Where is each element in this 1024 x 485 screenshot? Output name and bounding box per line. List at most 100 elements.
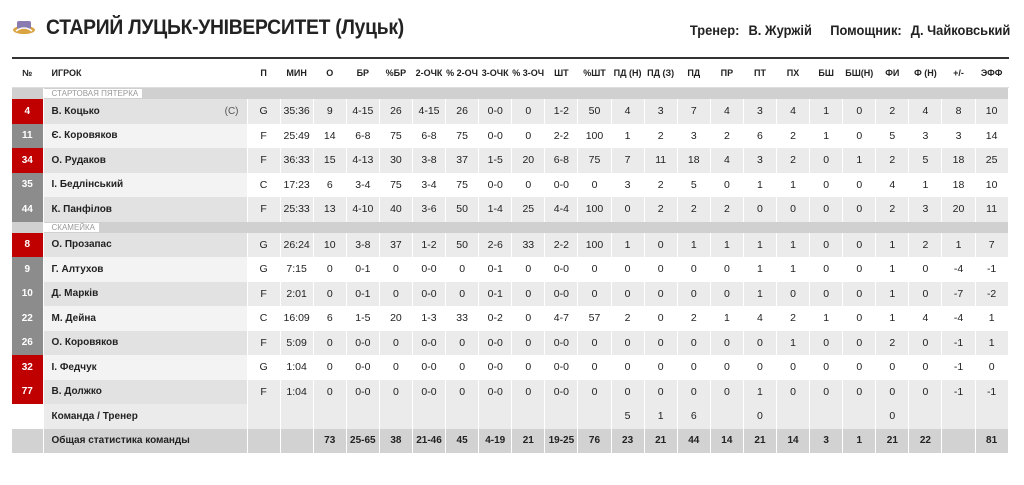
player-name[interactable]: М. Дейна: [51, 312, 96, 324]
player-name[interactable]: О. Коровяков: [51, 337, 119, 349]
player-name[interactable]: К. Панфілов: [51, 203, 112, 215]
stat-cell: 1: [842, 428, 877, 453]
stat-cell: 1:04: [280, 355, 314, 380]
stat-cell: 0: [809, 197, 844, 222]
player-name[interactable]: В. Должко: [51, 386, 102, 398]
column-header[interactable]: О: [313, 57, 347, 88]
player-name[interactable]: О. Рудаков: [51, 154, 106, 166]
column-header[interactable]: МИН: [280, 57, 314, 88]
stat-cell: 0: [710, 172, 744, 197]
stat-cell: 0: [809, 172, 844, 197]
player-row[interactable]: 22 М. Дейна C 16:09 6 1-5 20 1-3 33 0-2 0 4-7 57 2 0 2 1…: [12, 306, 1009, 331]
column-header[interactable]: %ШТ: [577, 57, 612, 88]
column-header[interactable]: Ф (Н): [908, 57, 943, 88]
player-name[interactable]: В. Коцько: [51, 105, 100, 117]
stat-cell: 25:49: [280, 123, 314, 148]
player-name[interactable]: І. Бедлінський: [51, 179, 124, 191]
stat-cell: 11: [644, 148, 678, 173]
column-header[interactable]: ПР: [710, 57, 744, 88]
player-row[interactable]: 9 Г. Алтухов G 7:15 0 0-1 0 0-0 0 0-1 0 0-0 0 0 0 0 0 1 1 0…: [12, 257, 1009, 282]
column-header[interactable]: ПТ: [743, 57, 778, 88]
column-header[interactable]: БШ(Н): [842, 57, 877, 88]
column-header[interactable]: БР: [346, 57, 380, 88]
stat-cell: 0-0: [412, 355, 447, 380]
player-name[interactable]: О. Прозапас: [51, 239, 112, 251]
stat-cell: 20: [379, 306, 413, 331]
player-row[interactable]: 35 І. Бедлінський C 17:23 6 3-4 75 3-4 75 0-0 0 0-0…: [12, 172, 1009, 197]
stat-cell: 50: [445, 197, 480, 222]
column-header[interactable]: %БР: [379, 57, 413, 88]
stat-cell: 1: [809, 99, 844, 124]
column-header[interactable]: ФИ: [875, 57, 910, 88]
player-row[interactable]: 77 В. Должко F 1:04 0 0-0 0 0-0 0 0-0 0 0-0 0 0 0 0 0 1 0 0…: [12, 379, 1009, 404]
stat-cell: 4: [710, 99, 744, 124]
stat-cell: 3: [644, 99, 678, 124]
column-header[interactable]: П: [247, 57, 281, 88]
column-header[interactable]: +/-: [941, 57, 976, 88]
player-row[interactable]: 8 О. Прозапас G 26:24 10 3-8 37 1-2 50 2-6 33 2-2 10…: [12, 232, 1009, 257]
stat-cell: 4-10: [346, 197, 380, 222]
player-name[interactable]: І. Федчук: [51, 361, 97, 373]
player-name[interactable]: Є. Коровяков: [51, 130, 118, 142]
column-header[interactable]: №: [12, 57, 44, 88]
stat-cell: 0: [611, 330, 645, 355]
player-row[interactable]: 32 І. Федчук G 1:04 0 0-0 0 0-0 0 0-0 0 0-0 0 0 0 0 0 0 0 0…: [12, 355, 1009, 380]
player-name-cell: Д. Марків: [43, 281, 248, 306]
column-header[interactable]: % 3-ОЧК: [511, 57, 546, 88]
stat-cell: 3-8: [412, 148, 447, 173]
column-header[interactable]: ПД (З): [644, 57, 678, 88]
player-row[interactable]: 26 О. Коровяков F 5:09 0 0-0 0 0-0 0 0-0 0 0-0 0 0 0 0 0…: [12, 330, 1009, 355]
stat-cell: 0: [677, 330, 711, 355]
player-name-cell: Є. Коровяков: [43, 123, 248, 148]
stat-cell: 1: [743, 172, 778, 197]
stat-cell: 22: [908, 428, 943, 453]
stat-cell: [247, 428, 281, 453]
column-header[interactable]: ПД: [677, 57, 711, 88]
column-header[interactable]: 2-ОЧК: [412, 57, 447, 88]
stat-cell: 21: [511, 428, 546, 453]
stat-cell: 0: [313, 379, 347, 404]
stat-cell: [445, 404, 480, 429]
column-header[interactable]: ШТ: [544, 57, 579, 88]
stat-cell: 3-8: [346, 232, 380, 257]
stat-cell: 10: [975, 99, 1009, 124]
stat-cell: 3: [908, 123, 943, 148]
player-row[interactable]: 10 Д. Марків F 2:01 0 0-1 0 0-0 0 0-1 0 0-0 0 0 0 0 0 1 0 0…: [12, 281, 1009, 306]
section-label: СКАМЕЙКА: [43, 222, 100, 232]
column-header[interactable]: ПД (Н): [611, 57, 645, 88]
coaches: Тренер: В. Журжій Помощник: Д. Чайковськ…: [684, 22, 1010, 38]
player-row[interactable]: 34 О. Рудаков F 36:33 15 4-13 30 3-8 37 1-5 20 6-8 7…: [12, 148, 1009, 173]
player-row[interactable]: 4 В. Коцько (C) G 35:36 9 4-15 26 4-15 26 0-0 0 1-2 5…: [12, 99, 1009, 124]
stat-cell: C: [247, 172, 281, 197]
stat-cell: 1: [611, 123, 645, 148]
stat-cell: 1:04: [280, 379, 314, 404]
column-header[interactable]: % 2-ОЧК: [445, 57, 480, 88]
column-header[interactable]: ПХ: [776, 57, 811, 88]
stat-cell: 4-15: [412, 99, 447, 124]
player-name[interactable]: Д. Марків: [51, 288, 99, 300]
player-row[interactable]: 11 Є. Коровяков F 25:49 14 6-8 75 6-8 75 0-0 0 2-2 1…: [12, 123, 1009, 148]
stat-cell: 20: [941, 197, 976, 222]
stat-cell: 1: [908, 172, 943, 197]
column-header[interactable]: ЭФФ: [975, 57, 1009, 88]
jersey-number: 44: [12, 197, 44, 222]
jersey-number: 77: [12, 379, 44, 404]
stat-cell: 6: [313, 172, 347, 197]
column-header[interactable]: БШ: [809, 57, 844, 88]
stat-cell: 1: [875, 257, 910, 282]
stat-cell: 1: [809, 123, 844, 148]
stat-cell: 25: [511, 197, 546, 222]
stat-cell: 2: [677, 197, 711, 222]
stat-cell: [941, 428, 976, 453]
stat-cell: F: [247, 197, 281, 222]
stat-cell: 0: [313, 330, 347, 355]
column-header[interactable]: ИГРОК: [43, 57, 248, 88]
stat-cell: 1: [875, 281, 910, 306]
player-row[interactable]: 44 К. Панфілов F 25:33 13 4-10 40 3-6 50 1-4 25 4-4…: [12, 197, 1009, 222]
stat-cell: 21-46: [412, 428, 447, 453]
stat-cell: 0: [577, 281, 612, 306]
column-header[interactable]: 3-ОЧК: [478, 57, 513, 88]
stat-cell: 0-0: [544, 257, 579, 282]
stat-cell: 18: [941, 148, 976, 173]
player-name[interactable]: Г. Алтухов: [51, 263, 104, 275]
